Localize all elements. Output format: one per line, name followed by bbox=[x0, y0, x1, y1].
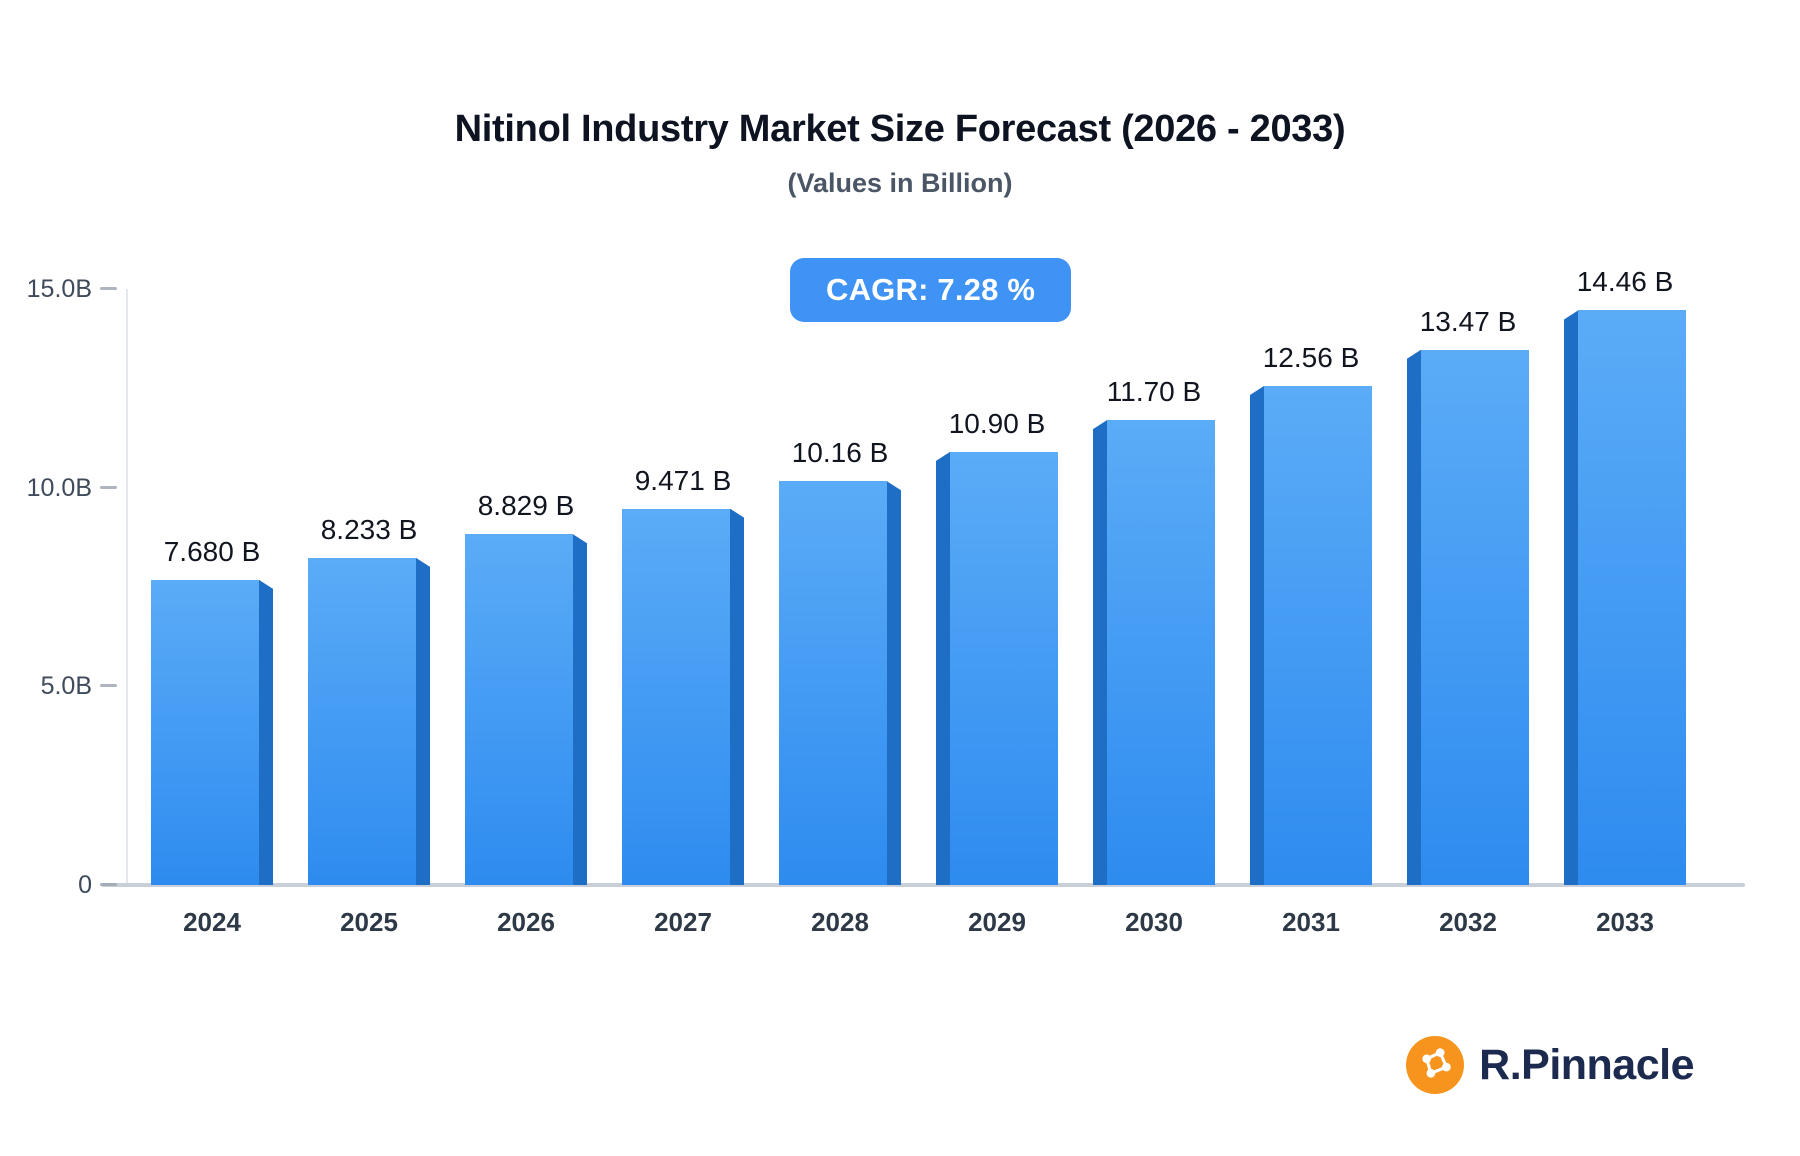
x-axis-label-2028: 2028 bbox=[811, 907, 869, 937]
bar-value-label: 13.47 B bbox=[1419, 305, 1517, 337]
cagr-badge: CAGR: 7.28 % bbox=[790, 258, 1072, 322]
y-axis-tick-label: 10.0B bbox=[26, 473, 92, 502]
bar-value-label: 12.56 B bbox=[1262, 341, 1360, 373]
chart-title: Nitinol Industry Market Size Forecast (2… bbox=[454, 108, 1346, 150]
brand-logo: R.Pinnacle bbox=[1406, 1036, 1694, 1094]
bar-2033 bbox=[1578, 310, 1686, 885]
x-axis-baseline bbox=[101, 883, 1745, 887]
bar-2030 bbox=[1107, 420, 1215, 885]
y-axis-tick-mark bbox=[100, 684, 117, 688]
bar-side-2033 bbox=[1564, 310, 1578, 885]
bar-side-2025 bbox=[416, 557, 430, 885]
bar-side-2032 bbox=[1407, 349, 1421, 885]
x-axis-label-2030: 2030 bbox=[1125, 907, 1183, 937]
bar-value-label: 14.46 B bbox=[1576, 266, 1674, 298]
bar-side-2024 bbox=[259, 579, 273, 885]
x-axis-label-2025: 2025 bbox=[340, 907, 398, 937]
y-axis-tick-mark bbox=[100, 883, 117, 886]
x-axis-label-2027: 2027 bbox=[654, 907, 712, 937]
bar-value-label: 11.70 B bbox=[1106, 376, 1202, 408]
bar-value-label: 10.16 B bbox=[791, 437, 889, 469]
x-axis-label-2029: 2029 bbox=[968, 907, 1026, 937]
bar-2027 bbox=[622, 508, 730, 885]
y-axis-tick-label: 5.0B bbox=[40, 672, 92, 701]
bar-2026 bbox=[465, 534, 573, 885]
x-axis-label-2024: 2024 bbox=[183, 907, 241, 937]
bar-2032 bbox=[1421, 349, 1529, 885]
bar-2025 bbox=[308, 557, 416, 885]
bar-value-label: 9.471 B bbox=[634, 464, 732, 496]
bar-2029 bbox=[950, 451, 1058, 885]
logo-network-icon bbox=[1406, 1036, 1465, 1094]
bar-value-label: 8.829 B bbox=[477, 490, 575, 522]
chart-subtitle: (Values in Billion) bbox=[787, 168, 1013, 198]
bar-side-2028 bbox=[887, 481, 901, 885]
bar-value-label: 8.233 B bbox=[320, 513, 418, 545]
x-axis-label-2032: 2032 bbox=[1439, 907, 1497, 937]
y-axis-tick-label: 15.0B bbox=[26, 275, 92, 303]
bar-side-2027 bbox=[730, 508, 744, 885]
bar-2024 bbox=[151, 579, 259, 885]
bar-value-label: 7.680 B bbox=[163, 535, 261, 567]
x-axis-label-2033: 2033 bbox=[1596, 907, 1654, 937]
bar-side-2031 bbox=[1250, 385, 1264, 885]
bar-side-2029 bbox=[936, 451, 950, 885]
y-axis-tick-label: 0 bbox=[78, 871, 92, 899]
cagr-badge-label: CAGR: 7.28 % bbox=[826, 272, 1036, 307]
bar-value-label: 10.90 B bbox=[948, 407, 1046, 439]
bar-side-2026 bbox=[573, 534, 587, 885]
brand-name: R.Pinnacle bbox=[1479, 1040, 1694, 1089]
bar-2031 bbox=[1264, 385, 1372, 885]
x-axis-label-2031: 2031 bbox=[1282, 907, 1340, 937]
y-axis-tick-mark bbox=[100, 485, 117, 489]
x-axis-label-2026: 2026 bbox=[497, 907, 555, 937]
bar-side-2030 bbox=[1093, 420, 1107, 885]
bar-2028 bbox=[779, 481, 887, 885]
y-axis-line bbox=[126, 289, 128, 885]
y-axis-tick-mark bbox=[100, 287, 117, 290]
